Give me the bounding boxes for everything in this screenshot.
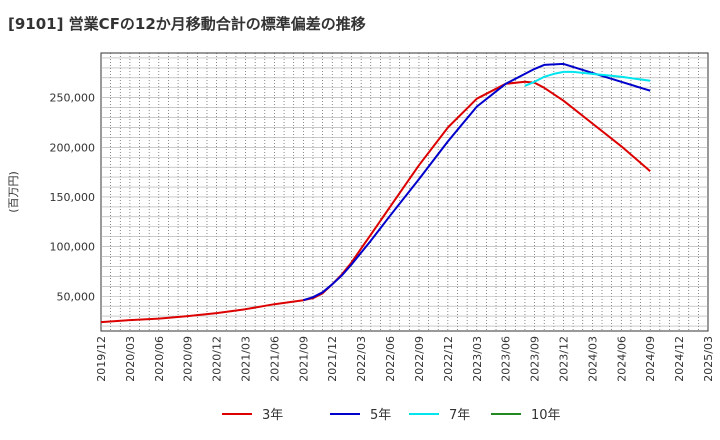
series-layer (100, 62, 651, 324)
x-tick-label: 2024/03 (586, 336, 599, 382)
chart-title: [9101] 営業CFの12か月移動合計の標準偏差の推移 (8, 15, 366, 33)
x-tick-label: 2022/06 (384, 336, 397, 382)
x-tick-label: 2025/03 (702, 336, 715, 382)
x-tick-label: 2022/03 (355, 336, 368, 382)
x-tick-label: 2021/03 (240, 336, 253, 382)
y-tick-label: 50,000 (57, 290, 96, 303)
x-tick-label: 2023/09 (529, 336, 542, 382)
x-tick-label: 2021/06 (268, 336, 281, 382)
x-tick-label: 2024/12 (673, 336, 686, 382)
grid-lines (101, 53, 708, 331)
y-axis-ticks: 50,000 100,000 150,000 200,000 250,000 (50, 92, 96, 304)
y-tick-label: 100,000 (50, 241, 96, 254)
x-tick-label: 2020/03 (124, 336, 137, 382)
x-tick-label: 2021/12 (326, 336, 339, 382)
x-tick-label: 2023/12 (557, 336, 570, 382)
x-tick-label: 2020/06 (153, 336, 166, 382)
x-tick-label: 2022/09 (413, 336, 426, 382)
y-tick-label: 150,000 (50, 191, 96, 204)
x-tick-label: 2022/12 (442, 336, 455, 382)
x-tick-label: 2020/09 (182, 336, 195, 382)
legend-label-2: 7年 (449, 408, 470, 423)
x-axis-ticks: 2019/12 2020/03 2020/06 2020/09 2020/12 2021/… (95, 336, 715, 382)
legend-label-0: 3年 (262, 408, 283, 423)
y-axis-label: (百万円) (7, 171, 20, 213)
series-line-2 (524, 70, 651, 87)
series-line-0 (100, 80, 651, 324)
x-tick-label: 2023/06 (500, 336, 513, 382)
x-tick-label: 2024/09 (644, 336, 657, 382)
legend-label-3: 10年 (531, 408, 561, 423)
legend-label-1: 5年 (370, 408, 391, 423)
x-tick-label: 2019/12 (95, 336, 108, 382)
series-line-1 (303, 62, 651, 302)
x-tick-label: 2021/09 (297, 336, 310, 382)
x-tick-label: 2023/03 (471, 336, 484, 382)
legend: 3年 5年 7年 10年 (222, 408, 561, 423)
x-tick-label: 2020/12 (211, 336, 224, 382)
y-tick-label: 250,000 (50, 92, 96, 105)
x-tick-label: 2024/06 (615, 336, 628, 382)
y-tick-label: 200,000 (50, 141, 96, 154)
plot-area (100, 52, 709, 332)
